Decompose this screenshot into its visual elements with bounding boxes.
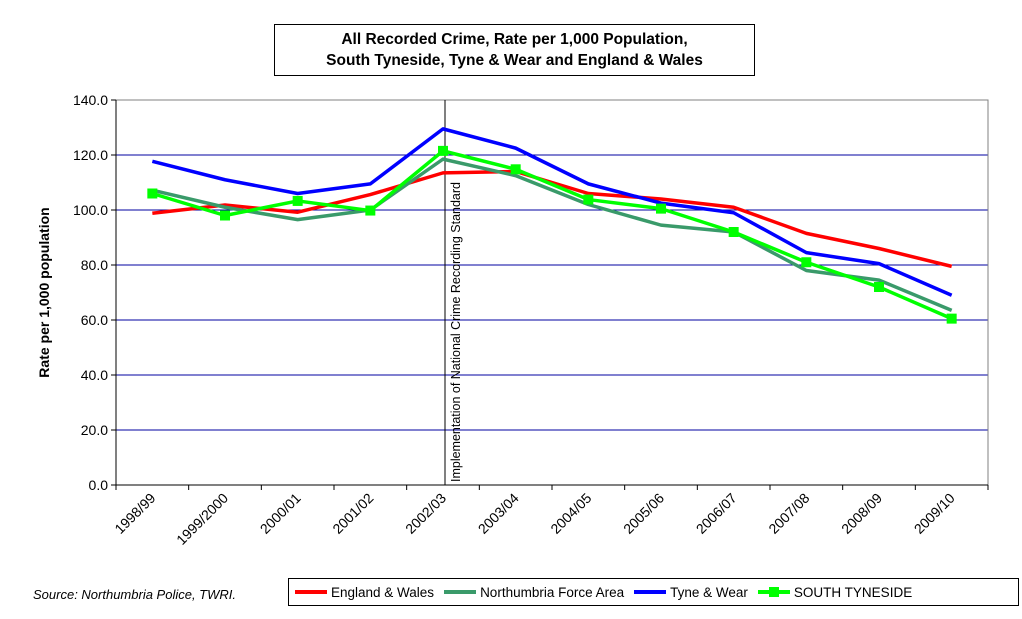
x-tick-label: 2000/01 xyxy=(257,490,304,537)
x-tick-label: 2002/03 xyxy=(402,490,449,537)
y-tick-label: 100.0 xyxy=(73,202,108,218)
plot-area-border xyxy=(115,99,989,486)
axes xyxy=(111,99,989,490)
series-point xyxy=(147,188,158,199)
legend-swatch xyxy=(444,587,477,597)
series-lines xyxy=(147,127,957,324)
gridlines xyxy=(116,154,988,431)
x-tick-label: 2003/04 xyxy=(475,490,522,537)
series-line-1 xyxy=(151,157,953,312)
annotation-label: Implementation of National Crime Recordi… xyxy=(448,182,463,482)
y-tick-label: 20.0 xyxy=(81,422,108,438)
series-point xyxy=(728,227,739,237)
series-point xyxy=(583,194,594,205)
series-line-0 xyxy=(152,169,953,269)
y-axis-title: Rate per 1,000 population xyxy=(36,207,52,377)
y-tick-label: 40.0 xyxy=(81,367,108,383)
series-point xyxy=(438,145,448,156)
y-tick-label: 80.0 xyxy=(81,257,108,273)
y-tick-label: 120.0 xyxy=(73,147,108,163)
legend-label: SOUTH TYNESIDE xyxy=(793,584,913,600)
series-point xyxy=(220,210,230,221)
series-line-2 xyxy=(151,127,953,297)
legend: England & Wales Northumbria Force Area Tyn… xyxy=(288,578,1019,606)
x-tick-label: 2009/10 xyxy=(911,490,958,537)
legend-label: Tyne & Wear xyxy=(670,584,748,600)
x-tick-label: 2008/09 xyxy=(838,490,885,537)
legend-item: SOUTH TYNESIDE xyxy=(757,584,913,600)
x-tick-label: 2006/07 xyxy=(693,490,740,537)
series-point xyxy=(874,282,884,292)
legend-swatch xyxy=(757,587,790,597)
legend-swatch xyxy=(634,587,667,597)
series-point xyxy=(365,205,376,216)
x-tick-label: 2004/05 xyxy=(547,490,594,537)
series-point xyxy=(510,164,521,175)
series-point xyxy=(946,313,957,324)
x-tick-label: 2001/02 xyxy=(329,490,376,537)
series-line-3 xyxy=(151,149,953,321)
series-point xyxy=(656,203,666,214)
x-tick-label: 2005/06 xyxy=(620,490,667,537)
legend-item: Tyne & Wear xyxy=(634,585,748,600)
legend-swatch xyxy=(295,587,327,597)
y-tick-label: 0.0 xyxy=(89,477,109,493)
series-point xyxy=(801,257,812,268)
chart-title-line-1: All Recorded Crime, Rate per 1,000 Popul… xyxy=(341,31,688,48)
source-note: Source: Northumbria Police, TWRI. xyxy=(33,587,237,602)
chart-title-line-2: South Tyneside, Tyne & Wear and England … xyxy=(326,52,703,69)
x-tick-label: 1998/99 xyxy=(111,490,158,537)
legend-item: England & Wales xyxy=(295,585,434,600)
legend-item: Northumbria Force Area xyxy=(444,585,624,600)
y-tick-label: 60.0 xyxy=(81,312,108,328)
series-point xyxy=(292,195,303,206)
legend-label: Northumbria Force Area xyxy=(480,584,625,600)
chart-title: All Recorded Crime, Rate per 1,000 Popul… xyxy=(274,24,755,76)
x-tick-label: 1999/2000 xyxy=(173,490,231,548)
legend-label: England & Wales xyxy=(331,584,435,600)
x-tick-label: 2007/08 xyxy=(765,490,812,537)
y-tick-label: 140.0 xyxy=(73,92,108,108)
